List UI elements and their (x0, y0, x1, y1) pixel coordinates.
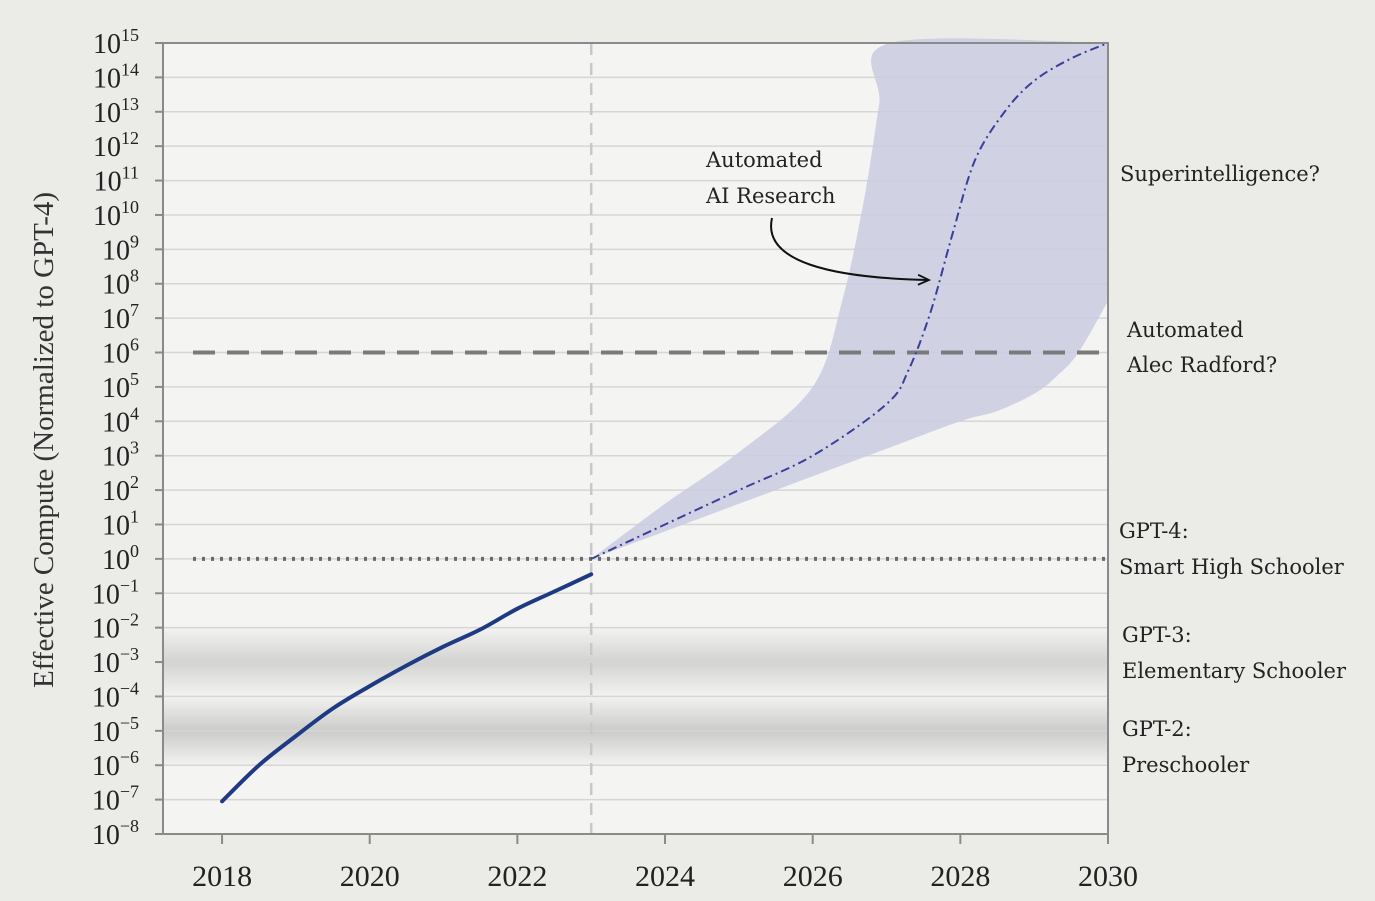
y-tick-label: 10−6 (92, 747, 139, 782)
annotation-line: Automated (705, 148, 823, 172)
y-tick-label: 107 (102, 300, 139, 335)
y-tick-label: 106 (102, 335, 139, 370)
label-gpt3: GPT-3: (1122, 623, 1192, 647)
x-tick-label: 2028 (930, 860, 990, 893)
y-tick-label: 108 (102, 266, 139, 301)
y-axis: 1015101410131012101110101091081071061051… (92, 25, 163, 851)
label-gpt4: Smart High Schooler (1119, 555, 1345, 579)
y-tick-label: 1010 (93, 197, 139, 232)
y-tick-label: 104 (102, 403, 139, 438)
x-tick-label: 2018 (192, 860, 252, 893)
y-tick-label: 1011 (94, 163, 139, 198)
x-tick-label: 2026 (783, 860, 843, 893)
projection-line (590, 42, 1109, 560)
x-tick-label: 2024 (635, 860, 695, 893)
annotation-automated-ai-research: Automated AI Research (705, 148, 929, 280)
y-tick-label: 1013 (93, 94, 139, 129)
annotation-line: AI Research (705, 184, 835, 208)
label-gpt3: Elementary Schooler (1122, 659, 1347, 683)
y-tick-label: 10−2 (92, 610, 139, 645)
right-labels: Superintelligence? Automated Alec Radfor… (1119, 162, 1347, 777)
y-tick-label: 109 (102, 231, 139, 266)
label-gpt4: GPT-4: (1119, 519, 1189, 543)
x-tick-label: 2030 (1078, 860, 1138, 893)
x-tick-label: 2022 (487, 860, 547, 893)
x-tick-label: 2020 (340, 860, 400, 893)
y-tick-label: 10−7 (92, 782, 139, 817)
y-tick-label: 10−3 (92, 644, 139, 679)
y-tick-label: 105 (102, 369, 139, 404)
y-tick-label: 1015 (93, 25, 139, 60)
label-alec-radford: Alec Radford? (1126, 353, 1277, 377)
label-gpt2: Preschooler (1122, 753, 1250, 777)
y-tick-label: 10−8 (92, 816, 139, 851)
annotation-arrow (770, 217, 929, 280)
uncertainty-band (591, 38, 1108, 559)
y-tick-label: 100 (102, 541, 139, 576)
y-tick-label: 10−4 (92, 678, 139, 713)
y-tick-label: 103 (102, 438, 139, 473)
y-tick-label: 1014 (93, 59, 139, 94)
label-alec-radford: Automated (1126, 318, 1244, 342)
y-tick-label: 101 (102, 506, 139, 541)
label-superintelligence: Superintelligence? (1120, 162, 1320, 186)
historical-line (220, 572, 594, 804)
x-axis: 2018 2020 2022 2024 2026 2028 2030 (192, 834, 1138, 893)
y-tick-label: 102 (102, 472, 139, 507)
y-tick-label: 10−5 (92, 713, 139, 748)
y-tick-label: 10−1 (92, 575, 139, 610)
y-tick-label: 1012 (93, 128, 139, 163)
y-axis-label: Effective Compute (Normalized to GPT-4) (28, 192, 60, 688)
label-gpt2: GPT-2: (1122, 717, 1192, 741)
plot-frame (162, 42, 1109, 835)
